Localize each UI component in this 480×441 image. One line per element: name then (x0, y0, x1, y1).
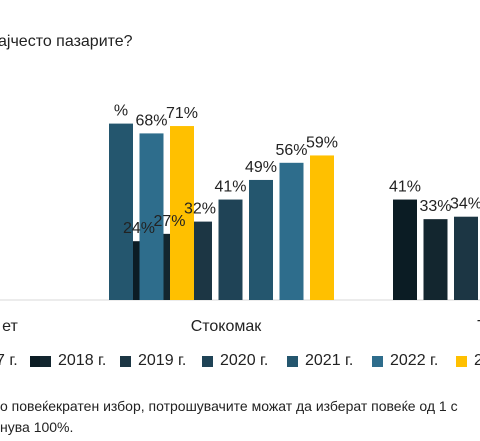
footnote-line-1: о повеќекратен избор, потрошувачите можа… (0, 398, 458, 414)
legend-label: 2021 г. (305, 352, 354, 369)
category-label-2: Т (477, 318, 480, 335)
legend-label: 2020 г. (220, 352, 269, 369)
bar-1-4 (249, 179, 273, 300)
value-label-1-2: 32% (184, 201, 216, 218)
value-label-1-0: 24% (123, 220, 155, 237)
value-label-1-4: 49% (245, 159, 277, 176)
bar-1-6 (310, 155, 334, 300)
value-label-1-1: 27% (153, 213, 185, 230)
legend-item-6: 20 (456, 352, 480, 370)
legend-label: 2018 г. (58, 352, 107, 369)
legend-item-1: 2018 г. (40, 352, 106, 370)
legend-label: 2022 г. (390, 352, 439, 369)
value-label-1-6: 59% (306, 134, 338, 151)
legend-item-3: 2020 г. (202, 352, 268, 370)
legend-swatch (456, 355, 467, 367)
legend-swatch (29, 355, 41, 367)
legend-label: 20 (474, 352, 480, 369)
value-label-2-1: 33% (419, 198, 451, 215)
legend-swatch (372, 355, 383, 367)
bar-2-1 (423, 219, 448, 300)
value-label-2-2: 34% (450, 196, 480, 213)
value-label-1-3: 41% (214, 179, 246, 196)
category-label-0: ет (2, 318, 18, 335)
chart-legend: 7 г. 2018 г. 2019 г. 2020 г. 2021 г. 2022 г. 2… (0, 352, 480, 376)
bar-2-0 (393, 199, 417, 300)
bar-chart: 24% 41% 27% 33% 32% 34% 41%% 49% 68% 56% 71% 59% ет… (0, 103, 480, 335)
bar-0-4 (109, 123, 133, 300)
bar-1-3 (218, 199, 243, 300)
bar-0-5 (139, 133, 164, 300)
legend-swatch (120, 355, 131, 367)
legend-item-0: 7 г. (0, 352, 41, 370)
value-label-0-6: 71% (166, 105, 198, 122)
value-label-0-4: % (114, 103, 128, 120)
legend-swatch (40, 355, 51, 367)
legend-label: 2019 г. (138, 352, 187, 369)
value-label-1-5: 56% (275, 142, 307, 159)
legend-label: 7 г. (0, 352, 18, 369)
category-label-1: Стокомак (191, 318, 263, 335)
value-label-0-5: 68% (135, 112, 167, 129)
chart-title: ајчесто пазарите? (0, 33, 133, 50)
legend-item-2: 2019 г. (120, 352, 186, 370)
value-label-2-0: 41% (389, 179, 421, 196)
legend-item-5: 2022 г. (372, 352, 438, 370)
bar-0-6 (170, 126, 194, 300)
legend-item-4: 2021 г. (287, 352, 353, 370)
footnote-line-2: нува 100%. (0, 419, 74, 435)
legend-swatch (202, 355, 213, 367)
legend-swatch (287, 355, 298, 367)
bar-2-2 (454, 216, 478, 300)
bar-1-5 (279, 162, 304, 300)
